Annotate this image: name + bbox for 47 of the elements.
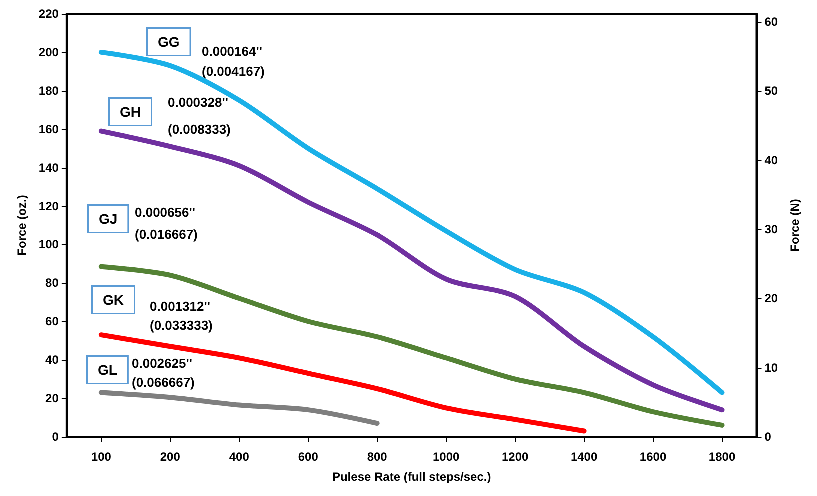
y-tick-label: 80 [46,276,60,290]
x-tick-label: 1600 [640,450,667,464]
y-tick-label: 120 [38,199,60,214]
y-tick-label: 0 [52,430,60,444]
x-axis-title: Pulese Rate (full steps/sec.) [332,470,492,484]
annotation: GJ [99,211,118,227]
annotation: 0.000164'' [202,44,262,59]
x-tick-label: 200 [160,450,181,464]
annotation: GH [120,104,141,120]
x-tick-label: 800 [367,450,388,464]
annotation: (0.066667) [132,375,195,390]
y-axis-title: Force (oz.) [15,195,29,256]
y2-axis-title: Force (N) [788,199,802,252]
y-tick-label: 160 [38,122,60,136]
annotation: GL [98,362,118,378]
annotation: 0.000656'' [135,205,196,220]
y2-tick-label: 0 [764,430,772,444]
x-tick-label: 100 [91,450,112,464]
y2-tick-label: 30 [764,222,778,237]
annotation: (0.004167) [202,64,265,79]
x-tick-label: 1800 [708,450,736,464]
y2-tick-label: 10 [764,360,778,375]
y-tick-label: 180 [38,84,60,98]
y2-tick-label: 20 [764,292,778,306]
annotation: GK [103,292,124,308]
y-tick-label: 40 [46,353,60,368]
y-tick-label: 200 [38,45,60,60]
y2-tick-label: 60 [764,15,778,30]
annotation: GG [158,34,180,50]
annotation: (0.008333) [168,122,231,137]
x-tick-label: 1200 [502,450,529,464]
y-tick-label: 20 [46,392,60,406]
y2-tick-label: 50 [764,84,778,98]
x-tick-label: 1000 [432,450,460,464]
y2-tick-label: 40 [764,153,778,168]
x-tick-label: 1400 [570,450,598,464]
annotation: (0.033333) [150,318,213,333]
y-tick-label: 140 [38,160,60,175]
y-tick-label: 60 [46,314,60,329]
x-tick-label: 400 [229,450,250,464]
y-tick-label: 100 [38,238,60,252]
y-tick-label: 220 [38,7,60,21]
x-tick-label: 600 [298,450,319,464]
annotation: 0.001312'' [150,299,210,314]
annotation: (0.016667) [135,227,198,242]
annotation: 0.002625'' [132,356,192,371]
annotation: 0.000328'' [168,95,228,110]
